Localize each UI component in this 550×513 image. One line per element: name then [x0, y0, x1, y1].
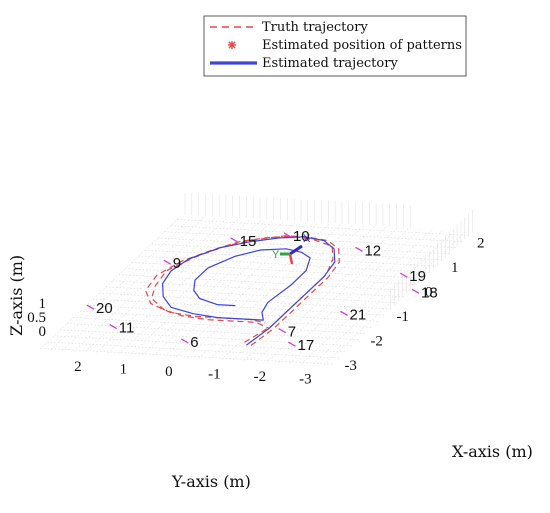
grid-line	[177, 219, 469, 236]
grid-line	[40, 347, 333, 365]
grid-line	[66, 323, 359, 340]
grid-line	[141, 220, 286, 356]
legend-entry-estimated: Estimated trajectory	[262, 56, 398, 71]
x-tick-label: 0	[425, 285, 433, 301]
frame-y-label: Y	[272, 249, 280, 261]
grid-line	[301, 228, 445, 364]
x-tick-label: -3	[344, 358, 357, 374]
pattern-marker	[411, 288, 420, 294]
pattern-label: 12	[364, 242, 381, 259]
grid-line	[221, 224, 365, 360]
pattern-marker	[288, 341, 296, 347]
grid-line	[278, 227, 422, 363]
pattern-label: 10	[293, 228, 310, 245]
pattern-marker	[230, 237, 238, 243]
frame-x-label: X	[303, 233, 311, 245]
z-tick-label: 1	[39, 296, 47, 312]
pattern-label: 15	[240, 233, 257, 250]
pattern-marker	[163, 259, 172, 265]
grid-line	[99, 292, 391, 310]
x-tick-label: -1	[396, 309, 409, 325]
pattern-label: 9	[173, 255, 181, 272]
pattern-label: 7	[288, 324, 296, 341]
pattern-marker	[399, 272, 408, 278]
grid-line	[96, 217, 240, 353]
grid-line	[312, 229, 456, 365]
grid-line	[73, 216, 217, 352]
grid-line	[138, 256, 430, 273]
frame-x-axis	[289, 244, 303, 256]
pattern-label: 19	[409, 268, 426, 285]
y-tick-label: -3	[299, 372, 312, 388]
series-layer	[145, 235, 340, 346]
truth-trajectory-line	[145, 235, 334, 343]
y-axis-label: Y-axis (m)	[171, 472, 251, 491]
grid-line	[39, 214, 183, 350]
pattern-label: 18	[421, 284, 438, 301]
grid-line	[112, 280, 404, 297]
pattern-label: 21	[350, 306, 367, 323]
grid-line	[153, 220, 297, 356]
pattern-marker	[340, 310, 348, 316]
pattern-marker	[180, 338, 189, 344]
y-tick-label: 1	[120, 362, 128, 378]
grid-line	[198, 223, 343, 359]
grid-line	[107, 218, 252, 354]
grid-line	[323, 230, 468, 366]
estimated-trajectory-line	[162, 236, 336, 346]
legend-entry-truth: Truth trajectory	[262, 20, 368, 35]
grid-line	[267, 226, 411, 363]
y-tick-label: -1	[208, 367, 221, 383]
legend: Truth trajectory Estimated position of p…	[203, 15, 467, 77]
grid-line	[119, 218, 263, 354]
legend-entry-patterns: Estimated position of patterns	[262, 38, 462, 53]
frame-z-axis	[288, 253, 294, 265]
pattern-label: 11	[119, 320, 135, 337]
grid-line	[244, 225, 388, 361]
x-tick-label: 1	[451, 260, 459, 276]
pattern-marker	[283, 232, 292, 238]
grid-line	[130, 219, 274, 355]
grid-line	[62, 215, 206, 351]
chart-grid	[39, 192, 473, 366]
y-tick-label: -2	[254, 369, 267, 385]
grid-line	[125, 268, 417, 285]
legend-swatch-patterns	[228, 41, 236, 49]
z-axis-label: Z-axis (m)	[7, 255, 26, 336]
y-tick-label: 0	[165, 364, 173, 380]
pattern-marker	[355, 246, 363, 252]
grid-line	[50, 215, 195, 351]
z-tick-label: 0	[39, 324, 47, 340]
grid-line	[255, 226, 399, 362]
y-tick-label: 2	[74, 359, 82, 375]
pattern-label: 17	[298, 337, 315, 354]
grid-line	[187, 222, 331, 358]
pattern-marker	[278, 328, 287, 334]
pattern-marker	[86, 304, 95, 310]
grid-line	[164, 221, 308, 357]
grid-line	[289, 228, 434, 364]
grid-line	[176, 221, 320, 358]
x-axis-label: X-axis (m)	[452, 442, 533, 461]
truth-trajectory-line	[150, 235, 340, 346]
pattern-label: 6	[190, 334, 198, 351]
x-tick-label: 2	[477, 236, 485, 252]
x-tick-label: -2	[370, 334, 383, 350]
grid-line	[92, 298, 385, 316]
pattern-marker	[109, 324, 118, 330]
pattern-label: 20	[96, 300, 113, 317]
z-tick-label: 0.5	[27, 310, 46, 326]
origin-frame: XY	[272, 233, 311, 265]
legend-box	[203, 15, 467, 77]
